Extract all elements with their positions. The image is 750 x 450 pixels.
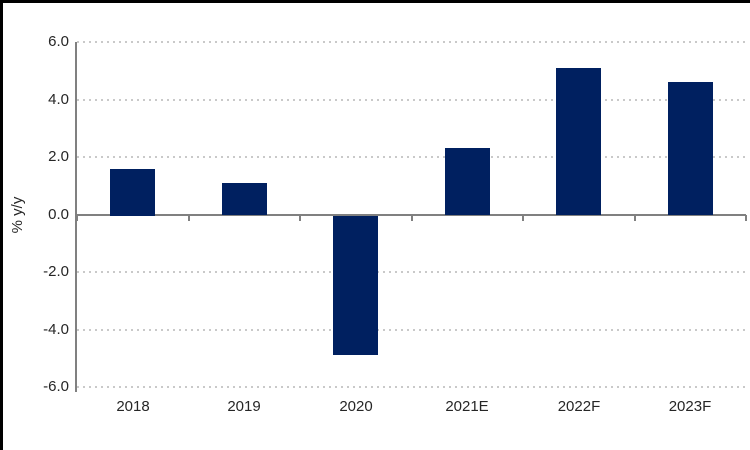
- gridline: [77, 156, 746, 158]
- bar-2022F: [556, 68, 601, 215]
- y-tick-label: 2.0: [48, 148, 69, 165]
- x-tick-label: 2020: [339, 398, 373, 415]
- gridline: [77, 329, 746, 331]
- y-tick-label: 0.0: [48, 206, 69, 223]
- x-axis-tick: [299, 215, 301, 221]
- gridline: [77, 386, 746, 388]
- x-axis-tick: [745, 215, 747, 221]
- bar-2023F: [668, 82, 713, 215]
- y-tick-label: -2.0: [43, 263, 69, 280]
- x-axis-tick: [522, 215, 524, 221]
- x-tick-label: 2019: [227, 398, 261, 415]
- bar-2020: [333, 216, 378, 355]
- bar-2021E: [445, 148, 490, 215]
- x-axis-tick: [411, 215, 413, 221]
- frame-top-border: [0, 0, 750, 3]
- x-axis-tick: [76, 215, 78, 221]
- gridline: [77, 99, 746, 101]
- x-tick-label: 2023F: [668, 398, 712, 415]
- y-tick-label: -6.0: [43, 378, 69, 395]
- frame-left-border: [0, 0, 3, 450]
- y-tick-label: 6.0: [48, 33, 69, 50]
- bar-2019: [222, 183, 267, 215]
- x-tick-label: 2021E: [445, 398, 489, 415]
- x-axis-tick: [634, 215, 636, 221]
- gridline: [77, 41, 746, 43]
- y-tick-label: 4.0: [48, 91, 69, 108]
- gridline: [77, 271, 746, 273]
- x-axis-tick: [188, 215, 190, 221]
- x-tick-label: 2022F: [557, 398, 601, 415]
- bar-2018: [110, 169, 155, 216]
- x-tick-label: 2018: [116, 398, 150, 415]
- y-tick-label: -4.0: [43, 321, 69, 338]
